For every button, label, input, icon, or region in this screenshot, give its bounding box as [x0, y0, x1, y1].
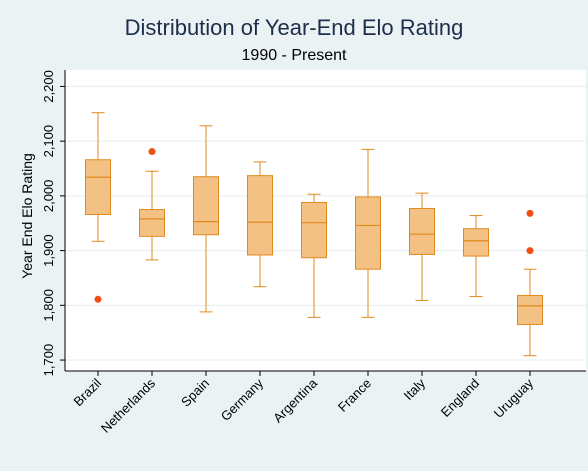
- box-spain: [193, 125, 219, 313]
- outlier-point: [526, 209, 534, 217]
- x-tick-label: France: [335, 376, 374, 415]
- iqr-box: [85, 159, 111, 215]
- x-tick-label: Italy: [401, 375, 429, 403]
- y-tick-label: 1,700: [41, 344, 56, 377]
- y-tick-label: 1,800: [41, 289, 56, 322]
- box-uruguay: [517, 209, 543, 357]
- x-tick-label: Netherlands: [98, 375, 159, 436]
- box-germany: [247, 161, 273, 288]
- chart-title: Distribution of Year-End Elo Rating: [124, 15, 464, 40]
- y-tick-label: 1,900: [41, 234, 56, 267]
- iqr-box: [517, 294, 543, 325]
- outlier-point: [94, 295, 102, 303]
- x-tick-label: Argentina: [270, 375, 321, 426]
- iqr-box: [301, 201, 327, 259]
- x-tick-label: Germany: [218, 375, 267, 424]
- x-tick-label: Brazil: [71, 375, 105, 409]
- chart-subtitle: 1990 - Present: [241, 47, 347, 64]
- box-italy: [409, 192, 435, 301]
- boxes: [85, 112, 543, 357]
- x-tick-label: Uruguay: [491, 375, 537, 421]
- y-tick-label: 2,000: [41, 180, 56, 213]
- y-ticks: 1,700 1,800 1,900 2,000 2,100 2,200: [41, 70, 65, 376]
- y-tick-label: 2,100: [41, 125, 56, 158]
- box-france: [355, 148, 381, 318]
- outlier-point: [148, 148, 156, 156]
- box-england: [463, 215, 489, 298]
- y-tick-label: 2,200: [41, 70, 56, 103]
- box-argentina: [301, 193, 327, 318]
- iqr-box: [463, 228, 489, 257]
- iqr-box: [193, 176, 219, 236]
- box-brazil: [85, 112, 111, 303]
- iqr-box: [355, 196, 381, 270]
- x-tick-label: England: [438, 376, 482, 420]
- outlier-point: [526, 247, 534, 255]
- iqr-box: [139, 209, 165, 237]
- box-netherlands: [139, 148, 165, 261]
- iqr-box: [409, 207, 435, 255]
- iqr-box: [247, 175, 273, 256]
- x-tick-label: Spain: [178, 376, 212, 410]
